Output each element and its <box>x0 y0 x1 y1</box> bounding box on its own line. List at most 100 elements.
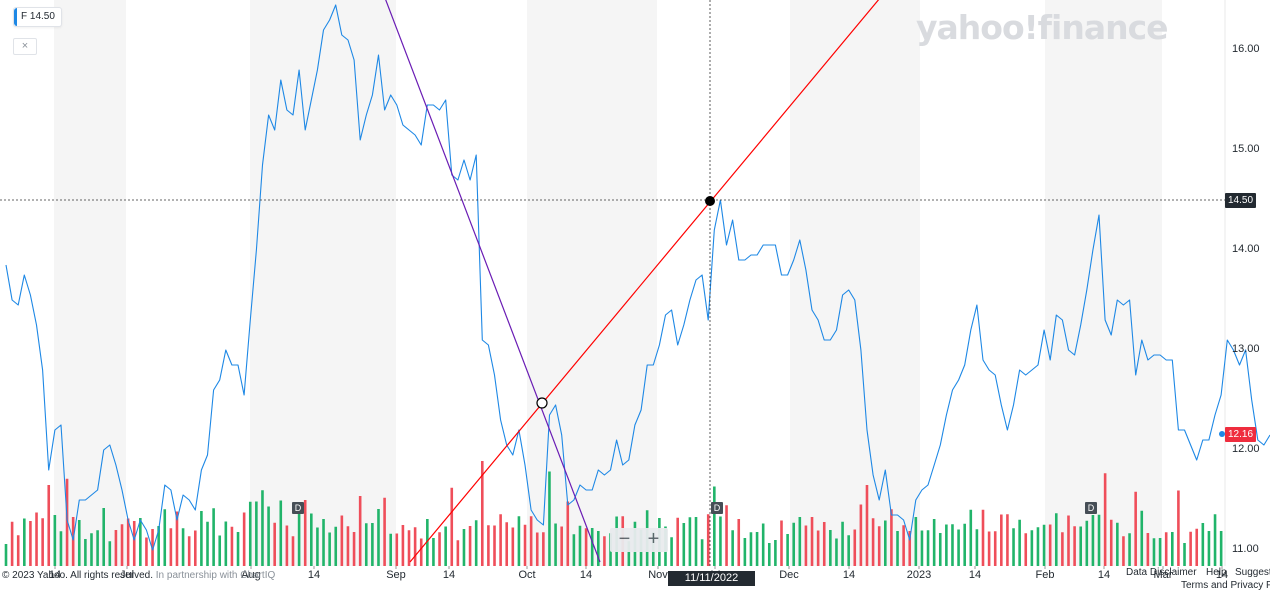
volume-bar <box>322 519 325 566</box>
month-bands <box>54 0 1226 566</box>
x-tick-label: Feb <box>1035 569 1055 581</box>
volume-bar <box>1158 538 1162 566</box>
volume-bar <box>200 511 203 566</box>
volume-bar <box>908 531 912 566</box>
volume-bar <box>499 514 502 566</box>
x-tick-label: Sep <box>386 569 406 581</box>
volume-bar <box>1116 522 1119 566</box>
volume-bar <box>1207 531 1211 566</box>
volume-bar <box>383 497 386 566</box>
volume-bar <box>1006 514 1009 566</box>
dividend-marker[interactable]: D <box>292 502 304 514</box>
data-disclaimer-link[interactable]: Data Disclaimer <box>1126 567 1197 578</box>
volume-bar <box>951 524 954 566</box>
volume-bar <box>902 525 905 566</box>
volume-bar <box>584 528 588 566</box>
volume-bar <box>187 536 191 566</box>
volume-bar <box>316 527 319 566</box>
volume-bar <box>310 513 313 566</box>
volume-bar <box>847 535 850 566</box>
volume-bar <box>4 544 8 566</box>
volume-bar <box>1140 510 1144 566</box>
crosshair-date-tag: 11/11/2022 <box>668 571 755 586</box>
volume-bar <box>688 517 692 566</box>
x-tick-label: Aug <box>241 569 261 581</box>
remove-series-close-icon[interactable]: × <box>13 38 37 55</box>
volume-bar <box>816 530 820 566</box>
volume-bar <box>230 526 234 566</box>
trendline-handle-filled[interactable] <box>705 196 715 206</box>
dividend-marker[interactable]: D <box>711 502 723 514</box>
volume-bar <box>792 522 796 566</box>
trendline-red[interactable] <box>409 0 880 563</box>
trendline-purple[interactable] <box>385 0 601 563</box>
ticker-chip[interactable]: F 14.50 <box>13 7 62 27</box>
volume-bar <box>1152 538 1156 566</box>
volume-bar <box>47 485 51 566</box>
volume-bars <box>4 461 1223 566</box>
volume-bar <box>163 509 167 566</box>
volume-bar <box>53 515 57 566</box>
zoom-out-button[interactable]: − <box>618 528 631 550</box>
volume-bar <box>810 517 814 566</box>
volume-bar <box>725 505 728 566</box>
volume-bar <box>865 485 869 566</box>
volume-bar <box>145 537 148 566</box>
x-tick-label: 14 <box>307 569 321 581</box>
volume-bar <box>1201 523 1205 566</box>
volume-bar <box>157 526 160 566</box>
volume-bar <box>371 523 374 566</box>
volume-bar <box>804 525 808 566</box>
dividend-marker[interactable]: D <box>1085 502 1097 514</box>
x-tick-label: Dec <box>779 569 799 581</box>
volume-bar <box>487 525 490 566</box>
volume-bar <box>554 523 557 566</box>
volume-bar <box>932 519 936 566</box>
volume-bar <box>914 517 918 566</box>
month-band <box>250 0 396 566</box>
volume-bar <box>468 526 472 566</box>
volume-bar <box>480 461 484 566</box>
volume-bar <box>377 509 380 566</box>
y-tick-label: 15.00 <box>1232 143 1260 155</box>
suggest-link[interactable]: Suggest <box>1235 567 1270 578</box>
volume-bar <box>548 471 551 566</box>
trendline-intersection-handle[interactable] <box>536 397 548 409</box>
volume-bar <box>120 524 124 566</box>
volume-bar <box>139 518 142 566</box>
zoom-in-button[interactable]: + <box>647 528 660 550</box>
terms-privacy-link[interactable]: Terms and Privacy P <box>1181 580 1270 591</box>
volume-bar <box>938 533 942 566</box>
x-tick-label: 14 <box>1215 569 1229 581</box>
volume-bar <box>114 530 118 566</box>
volume-bar <box>1177 490 1180 566</box>
volume-bar <box>706 514 710 566</box>
volume-bar <box>1213 514 1217 566</box>
volume-bar <box>566 501 570 566</box>
volume-bar <box>627 541 631 566</box>
volume-bar <box>853 529 857 566</box>
volume-bar <box>450 487 454 566</box>
volume-bar <box>1134 491 1137 566</box>
volume-bar <box>224 521 228 566</box>
zoom-controls: − + <box>610 528 668 552</box>
volume-bar <box>743 538 747 566</box>
volume-bar <box>334 526 338 566</box>
volume-bar <box>884 520 887 566</box>
volume-bar <box>969 509 973 566</box>
volume-bar <box>352 532 356 566</box>
volume-bar <box>236 532 240 566</box>
volume-bar <box>1091 515 1095 566</box>
series-color-bar <box>14 8 17 26</box>
volume-bar <box>761 523 765 566</box>
volume-bar <box>841 521 844 566</box>
volume-bar <box>248 501 252 566</box>
help-link[interactable]: Help <box>1206 567 1227 578</box>
volume-bar <box>328 532 331 566</box>
volume-bar <box>1012 528 1015 566</box>
volume-bar <box>419 538 423 566</box>
volume-bar <box>10 521 14 566</box>
volume-bar <box>505 522 509 566</box>
volume-bar <box>511 527 515 566</box>
